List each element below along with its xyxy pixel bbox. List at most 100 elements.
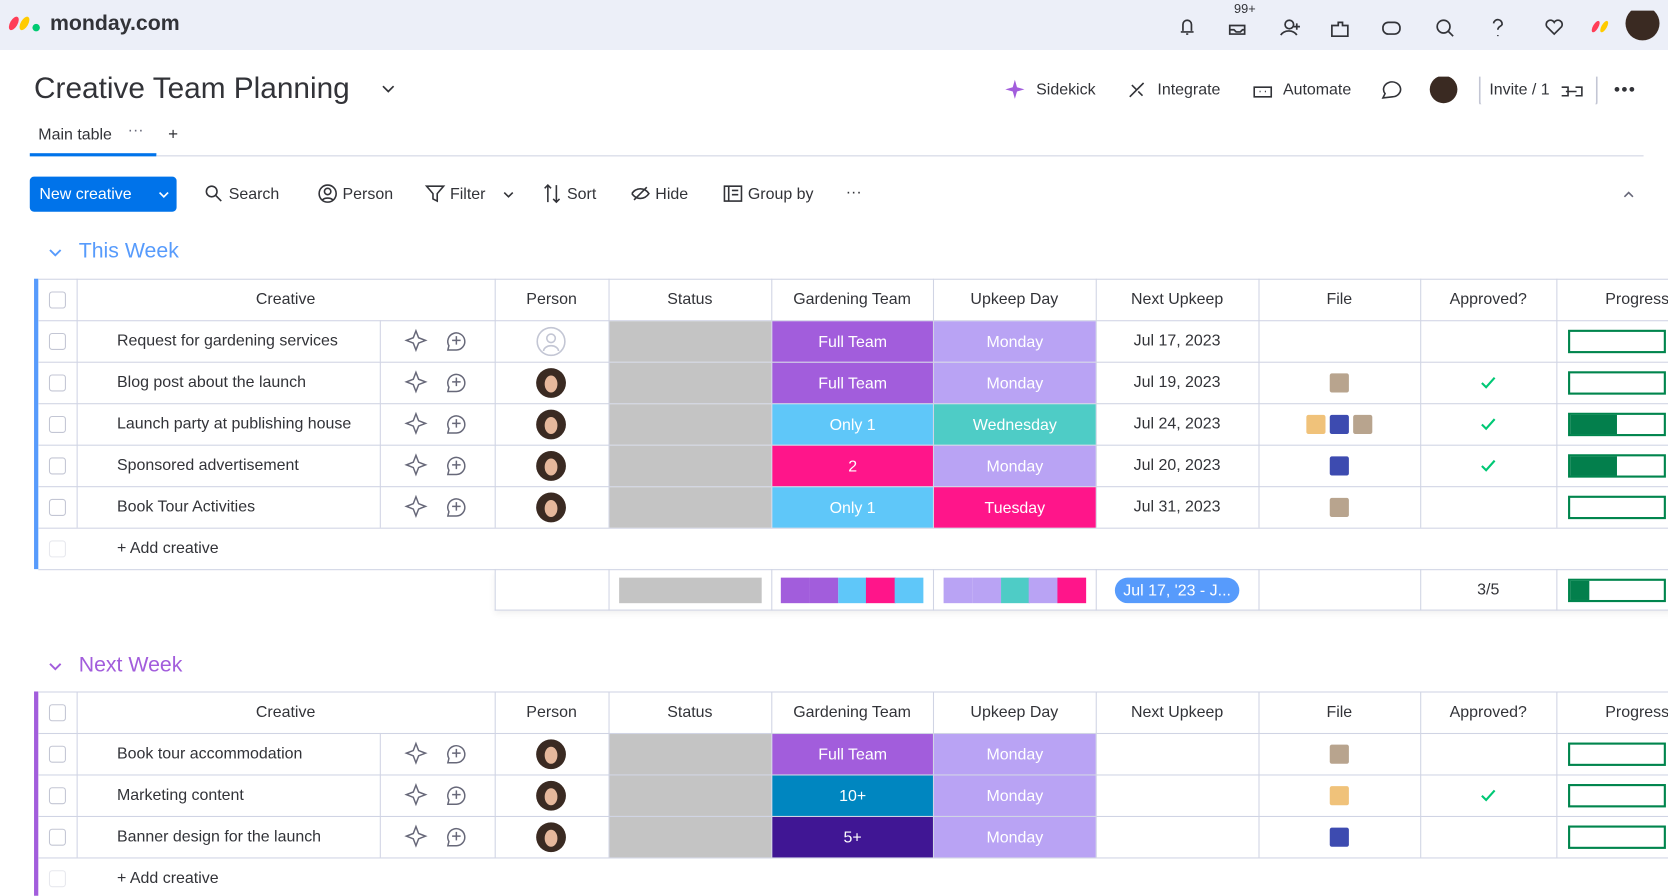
item-icons[interactable]: [404, 741, 472, 772]
checkbox[interactable]: [48, 415, 66, 433]
status-cell[interactable]: [609, 775, 772, 816]
item-name[interactable]: Banner design for the launch: [117, 827, 322, 846]
checkbox[interactable]: [48, 291, 66, 309]
checkbox[interactable]: [48, 870, 66, 888]
status-cell[interactable]: [609, 816, 772, 858]
column-header[interactable]: Progress: [1605, 703, 1668, 722]
add-item[interactable]: + Add creative: [117, 869, 219, 888]
item-name[interactable]: Blog post about the launch: [117, 373, 306, 392]
board-action[interactable]: Sidekick: [1036, 80, 1096, 99]
column-header[interactable]: Creative: [255, 703, 316, 722]
file-thumb[interactable]: [1329, 827, 1349, 847]
team-label[interactable]: 10+: [772, 775, 933, 816]
status-cell[interactable]: [609, 734, 772, 775]
team-label[interactable]: Full Team: [772, 321, 933, 362]
column-header[interactable]: Next Upkeep: [1130, 290, 1224, 309]
new-item-button[interactable]: New creative: [29, 176, 177, 212]
title-caret[interactable]: [380, 83, 397, 96]
date[interactable]: Jul 31, 2023: [1133, 497, 1221, 516]
day-label[interactable]: Monday: [934, 734, 1096, 775]
item-name[interactable]: Launch party at publishing house: [117, 414, 352, 433]
item-icons[interactable]: [404, 783, 472, 814]
column-header[interactable]: Approved?: [1449, 290, 1527, 309]
add-item[interactable]: + Add creative: [117, 539, 219, 558]
team-label[interactable]: Only 1: [772, 487, 933, 528]
status-cell[interactable]: [609, 321, 772, 362]
file-thumb[interactable]: [1329, 786, 1349, 806]
column-header[interactable]: Gardening Team: [793, 703, 911, 722]
status-cell[interactable]: [609, 362, 772, 404]
item-icons[interactable]: [404, 494, 472, 526]
checkbox[interactable]: [48, 332, 66, 350]
group-title[interactable]: Next Week: [78, 653, 183, 677]
status-cell[interactable]: [609, 404, 772, 445]
toolbar-button[interactable]: Person: [342, 185, 394, 204]
column-header[interactable]: Creative: [255, 290, 316, 309]
avatar[interactable]: [535, 450, 567, 487]
column-header[interactable]: Person: [526, 703, 577, 722]
toolbar-button[interactable]: Filter: [449, 185, 486, 204]
column-header[interactable]: Approved?: [1449, 703, 1527, 722]
group-title[interactable]: This Week: [78, 239, 179, 263]
date[interactable]: Jul 20, 2023: [1133, 456, 1221, 475]
toolbar-button[interactable]: Sort: [567, 185, 597, 204]
avatar[interactable]: [535, 367, 567, 404]
avatar[interactable]: [535, 326, 567, 363]
toolbar-button[interactable]: Search: [228, 185, 280, 204]
item-icons[interactable]: [404, 370, 472, 401]
checkbox[interactable]: [48, 828, 66, 846]
item-icons[interactable]: [404, 328, 472, 360]
file-thumb[interactable]: [1329, 497, 1349, 518]
date-range[interactable]: Jul 17, '23 - J...: [1114, 577, 1240, 604]
column-header[interactable]: Status: [667, 703, 713, 722]
date[interactable]: Jul 24, 2023: [1133, 414, 1221, 433]
avatar[interactable]: [535, 408, 567, 445]
column-header[interactable]: Upkeep Day: [970, 290, 1059, 309]
file-thumb[interactable]: [1329, 414, 1349, 435]
board-action[interactable]: Integrate: [1157, 80, 1221, 99]
day-label[interactable]: Monday: [934, 445, 1096, 487]
file-thumb[interactable]: [1329, 373, 1349, 393]
day-label[interactable]: Monday: [934, 775, 1096, 816]
file-thumb[interactable]: [1329, 744, 1349, 764]
column-header[interactable]: Person: [526, 290, 577, 309]
checkbox[interactable]: [48, 374, 66, 392]
more-tools[interactable]: ···: [845, 182, 862, 202]
day-label[interactable]: Monday: [934, 816, 1096, 858]
checkbox[interactable]: [48, 745, 66, 763]
file-thumb[interactable]: [1353, 414, 1373, 435]
checkbox[interactable]: [48, 704, 66, 722]
group-toggle[interactable]: [47, 660, 64, 680]
date[interactable]: Jul 17, 2023: [1133, 331, 1221, 350]
column-header[interactable]: Upkeep Day: [970, 703, 1059, 722]
column-header[interactable]: Next Upkeep: [1130, 703, 1224, 722]
board-action[interactable]: Automate: [1282, 80, 1352, 99]
file-thumb[interactable]: [1329, 456, 1349, 476]
date[interactable]: Jul 19, 2023: [1133, 373, 1221, 392]
avatar[interactable]: [535, 821, 567, 858]
toolbar-button[interactable]: Group by: [747, 185, 814, 204]
checkbox[interactable]: [48, 498, 66, 516]
column-header[interactable]: Status: [667, 290, 713, 309]
column-header[interactable]: File: [1326, 703, 1353, 722]
group-toggle[interactable]: [47, 246, 64, 266]
team-label[interactable]: Full Team: [772, 734, 933, 775]
toolbar-button[interactable]: Hide: [655, 185, 689, 204]
filter-caret[interactable]: [502, 187, 515, 206]
team-label[interactable]: Full Team: [772, 362, 933, 404]
tab-menu[interactable]: ···: [127, 121, 144, 140]
avatar[interactable]: [535, 491, 567, 528]
team-label[interactable]: 5+: [772, 816, 933, 858]
checkbox[interactable]: [48, 787, 66, 805]
column-header[interactable]: Progress: [1605, 290, 1668, 309]
avatar[interactable]: [535, 738, 567, 775]
add-tab[interactable]: +: [168, 125, 179, 144]
day-label[interactable]: Wednesday: [934, 404, 1096, 445]
tab[interactable]: Main table: [38, 125, 112, 144]
board-title[interactable]: Creative Team Planning: [34, 71, 350, 105]
day-label[interactable]: Monday: [934, 362, 1096, 404]
item-name[interactable]: Book Tour Activities: [117, 497, 256, 516]
item-name[interactable]: Request for gardening services: [117, 331, 338, 350]
item-icons[interactable]: [404, 453, 472, 484]
checkbox[interactable]: [48, 457, 66, 475]
